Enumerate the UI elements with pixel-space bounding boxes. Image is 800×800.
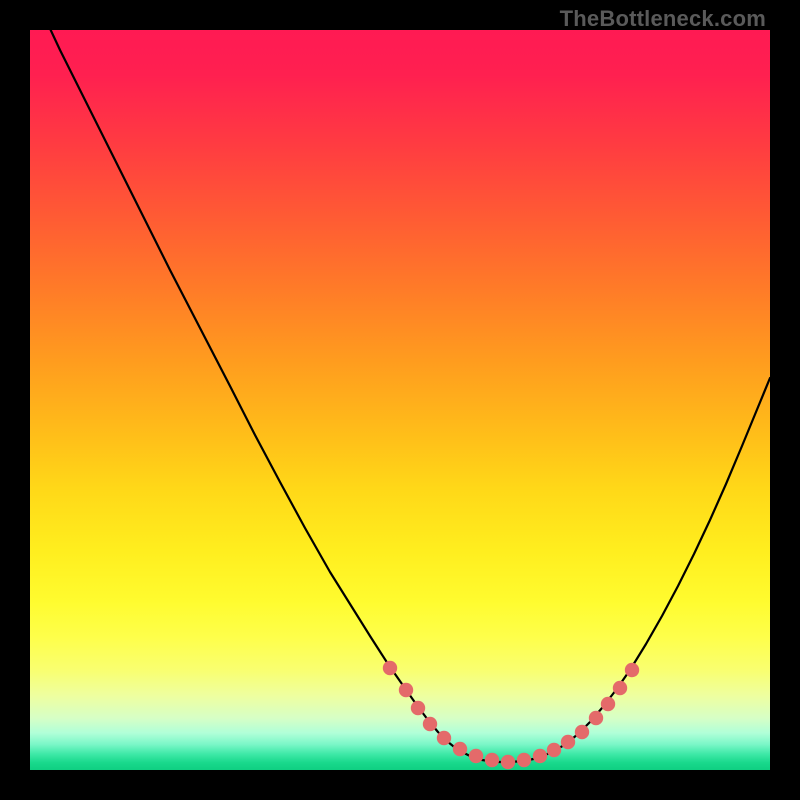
curve-marker — [575, 725, 589, 739]
curve-marker — [547, 743, 561, 757]
watermark-text: TheBottleneck.com — [560, 6, 766, 32]
curve-marker — [517, 753, 531, 767]
curve-marker — [625, 663, 639, 677]
gradient-background — [30, 30, 770, 770]
curve-marker — [399, 683, 413, 697]
curve-marker — [601, 697, 615, 711]
curve-marker — [437, 731, 451, 745]
curve-marker — [383, 661, 397, 675]
curve-marker — [613, 681, 627, 695]
curve-marker — [453, 742, 467, 756]
curve-marker — [561, 735, 575, 749]
curve-marker — [411, 701, 425, 715]
plot-area — [30, 30, 770, 770]
chart-frame: TheBottleneck.com — [0, 0, 800, 800]
curve-marker — [423, 717, 437, 731]
curve-marker — [501, 755, 515, 769]
curve-marker — [485, 753, 499, 767]
curve-marker — [589, 711, 603, 725]
curve-marker — [533, 749, 547, 763]
plot-svg — [30, 30, 770, 770]
curve-marker — [469, 749, 483, 763]
